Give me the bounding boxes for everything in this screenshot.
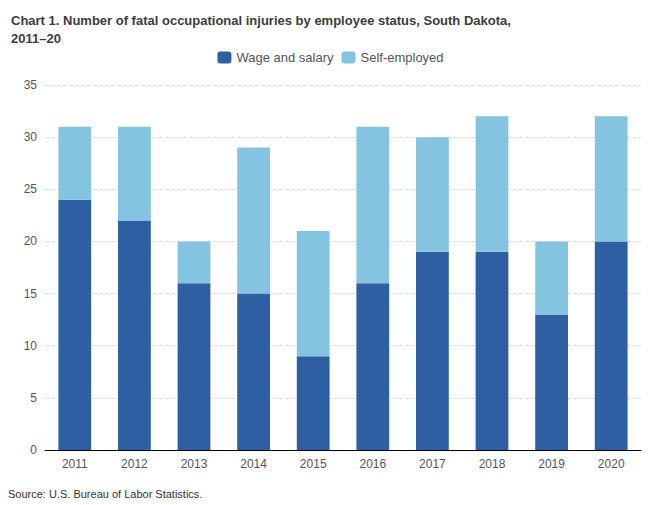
svg-text:15: 15	[24, 287, 38, 301]
svg-text:Chart 1. Number of fatal occup: Chart 1. Number of fatal occupational in…	[11, 13, 511, 28]
svg-text:0: 0	[30, 443, 37, 457]
svg-text:10: 10	[24, 339, 38, 353]
svg-text:2013: 2013	[181, 457, 208, 471]
svg-text:25: 25	[24, 182, 38, 196]
svg-text:Wage and salary: Wage and salary	[236, 50, 334, 65]
svg-text:2014: 2014	[240, 457, 267, 471]
svg-text:Self-employed: Self-employed	[360, 50, 443, 65]
svg-text:5: 5	[30, 391, 37, 405]
svg-text:2019: 2019	[538, 457, 565, 471]
svg-text:2011: 2011	[62, 457, 88, 471]
svg-text:20: 20	[24, 234, 38, 248]
svg-text:Source: U.S. Bureau of Labor S: Source: U.S. Bureau of Labor Statistics.	[8, 488, 202, 500]
svg-text:2017: 2017	[419, 457, 446, 471]
svg-text:2020: 2020	[598, 457, 625, 471]
svg-text:2016: 2016	[359, 457, 386, 471]
svg-text:30: 30	[24, 130, 38, 144]
svg-text:2018: 2018	[479, 457, 506, 471]
svg-text:35: 35	[24, 78, 38, 92]
svg-text:2015: 2015	[300, 457, 327, 471]
svg-text:2011–20: 2011–20	[11, 31, 61, 46]
svg-text:2012: 2012	[121, 457, 148, 471]
